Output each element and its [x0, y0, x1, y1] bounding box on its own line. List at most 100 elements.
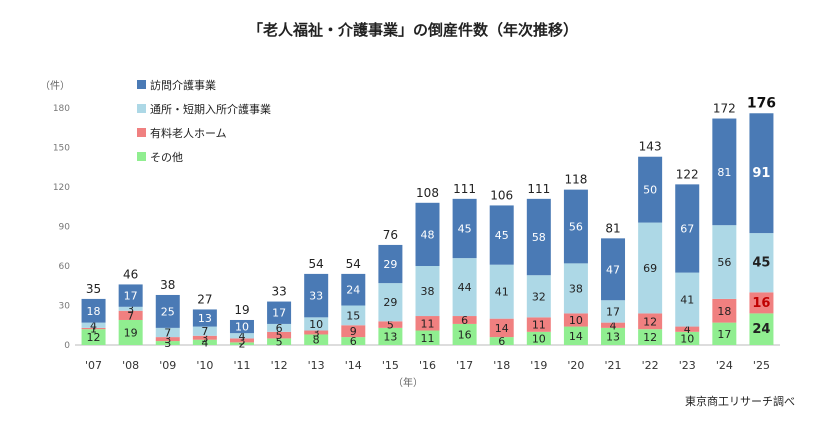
data-label: 8	[313, 334, 320, 347]
data-label: 10	[569, 314, 583, 327]
data-label: 7	[164, 326, 171, 339]
bar-segment	[452, 258, 477, 317]
data-label: 4	[684, 323, 691, 336]
data-label: 48	[421, 228, 435, 241]
bar-segment	[749, 233, 774, 293]
data-label: 15	[346, 309, 360, 322]
bar-segment	[192, 335, 217, 340]
data-label: 17	[272, 307, 286, 320]
bar-segment	[526, 275, 551, 318]
data-label: 3	[238, 334, 245, 347]
data-label: 67	[680, 222, 694, 235]
total-label: 19	[234, 303, 249, 317]
bar-segment	[304, 334, 329, 345]
data-label: 11	[421, 332, 435, 345]
data-label: 11	[421, 317, 435, 330]
bar-segment	[489, 205, 514, 265]
x-tick-label: '22	[642, 359, 659, 372]
bar-segment	[749, 313, 774, 345]
data-label: 56	[569, 221, 583, 234]
bar-segment	[229, 338, 254, 343]
bar-segment	[81, 329, 106, 345]
y-tick-label: 30	[59, 302, 71, 312]
bar-segment	[267, 338, 292, 345]
bar-segment	[304, 317, 329, 331]
bar-segment	[229, 333, 254, 339]
x-tick-label: '21	[605, 359, 622, 372]
x-axis-label: （年）	[393, 376, 423, 389]
x-tick-label: '16	[419, 359, 436, 372]
x-tick-label: '25	[753, 359, 770, 372]
bar-segment	[712, 225, 737, 299]
x-tick-label: '24	[716, 359, 733, 372]
total-label: 111	[453, 182, 476, 196]
bar-segment	[192, 339, 217, 345]
bar-segment	[341, 325, 366, 338]
data-label: 69	[643, 262, 657, 275]
data-label: 4	[238, 330, 245, 343]
bar-segment	[155, 294, 180, 328]
bar-segment	[601, 327, 626, 345]
data-label: 4	[201, 336, 208, 349]
data-label: 3	[127, 303, 134, 316]
bar-segment	[378, 327, 403, 345]
data-label: 4	[610, 319, 617, 332]
bar-segment	[118, 284, 143, 307]
bar-segment	[81, 298, 106, 323]
y-tick-label: 90	[59, 223, 71, 233]
bar-segment	[452, 198, 477, 259]
legend-label: 訪問介護事業	[150, 78, 216, 92]
data-label: 50	[643, 184, 657, 197]
bar-segment	[155, 341, 180, 345]
bar-segment	[378, 283, 403, 322]
data-label: 38	[569, 282, 583, 295]
bar-layer: 12141835'0719731746'083372538'094371327'…	[81, 95, 776, 372]
bar-segment	[563, 189, 588, 264]
total-label: 54	[309, 257, 324, 271]
bar-segment	[229, 319, 254, 334]
legend-swatch	[137, 128, 146, 137]
data-label: 56	[717, 256, 731, 269]
bar-segment	[341, 273, 366, 306]
data-label: 45	[495, 229, 509, 242]
data-label: 14	[495, 322, 509, 335]
total-label: 108	[416, 186, 439, 200]
bar-segment	[526, 331, 551, 345]
bar-segment	[267, 323, 292, 332]
data-label: 33	[309, 290, 323, 303]
data-label: 6	[350, 335, 357, 348]
total-label: 46	[123, 267, 138, 281]
data-label: 45	[458, 222, 472, 235]
bar-segment	[378, 321, 403, 328]
bar-segment	[638, 313, 663, 330]
bar-segment	[267, 331, 292, 339]
data-label: 3	[164, 337, 171, 350]
data-label: 38	[421, 285, 435, 298]
bar-segment	[712, 118, 737, 226]
total-label: 176	[747, 95, 776, 111]
data-label: 1	[90, 323, 97, 336]
data-label: 6	[461, 314, 468, 327]
data-label: 16	[458, 328, 472, 341]
data-label: 91	[752, 166, 770, 181]
bar-segment	[341, 305, 366, 326]
bar-segment	[526, 198, 551, 276]
data-label: 32	[532, 290, 546, 303]
data-label: 3	[201, 332, 208, 345]
x-tick-label: '13	[308, 359, 325, 372]
total-label: 111	[527, 182, 550, 196]
data-label: 9	[350, 325, 357, 338]
bar-segment	[601, 322, 626, 328]
bar-segment	[563, 263, 588, 314]
bar-segment	[638, 329, 663, 345]
bar-segment	[675, 326, 700, 332]
total-label: 38	[160, 278, 175, 292]
bar-segment	[118, 310, 143, 320]
bar-segment	[81, 322, 106, 328]
total-label: 122	[676, 167, 699, 181]
total-label: 27	[197, 292, 212, 306]
data-label: 10	[532, 332, 546, 345]
bar-segment	[712, 298, 737, 323]
x-tick-label: '08	[122, 359, 139, 372]
data-label: 17	[124, 290, 138, 303]
